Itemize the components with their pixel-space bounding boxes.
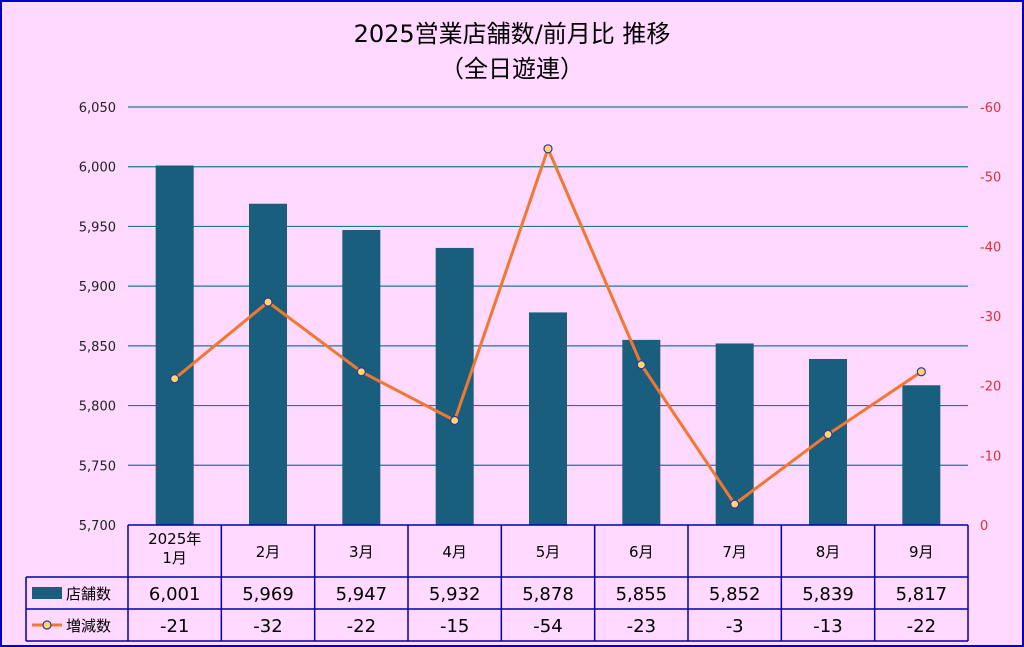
left-tick-label: 6,000 — [79, 161, 116, 176]
right-tick-label: 0 — [980, 519, 988, 534]
legend-bar-label: 店舗数 — [66, 585, 111, 603]
category-label: 6月 — [629, 543, 654, 561]
right-tick-label: -10 — [980, 449, 1001, 464]
bar — [249, 203, 287, 526]
bar — [902, 385, 941, 525]
line-data-label: -22 — [907, 616, 936, 637]
bar — [809, 358, 847, 525]
left-axis: 5,700 5,750 5,800 5,850 5,900 5,950 6,000 6,050 — [79, 101, 116, 534]
line-point — [263, 297, 273, 307]
right-tick-label: -50 — [980, 171, 1001, 186]
left-tick-label: 5,900 — [79, 280, 116, 295]
line-point — [916, 367, 926, 377]
left-tick-label: 5,800 — [79, 400, 116, 415]
category-label: 3月 — [349, 543, 374, 561]
category-label: 2025年 1月 — [148, 530, 201, 567]
line-point — [636, 360, 646, 370]
bar-data-label: 5,817 — [896, 584, 948, 605]
line-point — [450, 415, 460, 426]
left-tick-label: 6,050 — [79, 101, 116, 116]
bar — [529, 312, 567, 525]
left-tick-label: 5,950 — [79, 220, 116, 235]
line-data-label: -15 — [440, 616, 469, 637]
line-series — [170, 144, 926, 509]
bar — [715, 343, 754, 525]
bar-data-label: 5,852 — [709, 584, 761, 605]
bar-data-label: 5,932 — [429, 584, 481, 605]
bar-data-label: 5,878 — [522, 584, 574, 605]
right-tick-label: -20 — [980, 380, 1001, 395]
line-point — [730, 499, 740, 509]
category-label: 8月 — [816, 543, 841, 561]
bar — [155, 165, 194, 525]
bar — [622, 339, 661, 525]
line-point — [170, 374, 180, 384]
line-data-label: -3 — [726, 616, 744, 637]
left-tick-label: 5,850 — [79, 340, 116, 355]
bar-data-label: 6,001 — [149, 584, 201, 605]
line-data-label: -32 — [253, 616, 282, 637]
line-point — [543, 144, 553, 154]
chart-title: 2025営業店舗数/前月比 推移 — [354, 20, 671, 48]
category-label: 2月 — [256, 543, 281, 561]
right-tick-label: -60 — [980, 101, 1001, 116]
legend-line-label: 増減数 — [66, 617, 111, 635]
bar-data-label: 5,839 — [802, 584, 854, 605]
bar — [435, 247, 474, 525]
category-label: 4月 — [442, 543, 467, 561]
right-axis: 0 -10 -20 -30 -40 -50 -60 — [980, 101, 1001, 534]
category-label: 9月 — [909, 543, 934, 561]
bar-data-label: 5,855 — [616, 584, 668, 605]
line-data-label: -54 — [533, 616, 562, 637]
data-table: 2025年 1月 2月 3月 4月 5月 6月 7月 8月 9月 6,001 5,969 5,947 5,… — [25, 524, 969, 642]
line-data-label: -22 — [347, 616, 376, 637]
chart-subtitle: （全日遊連） — [440, 55, 584, 83]
legend-bar-swatch — [32, 587, 62, 599]
category-label: 5月 — [536, 543, 561, 561]
right-tick-label: -30 — [980, 310, 1001, 325]
bar-data-label: 5,969 — [242, 584, 294, 605]
left-tick-label: 5,750 — [79, 459, 116, 474]
line-point — [356, 367, 366, 377]
left-tick-label: 5,700 — [79, 519, 116, 534]
line-data-label: -13 — [813, 616, 842, 637]
line-data-label: -23 — [627, 616, 656, 637]
line-point — [823, 429, 833, 440]
bar-data-label: 5,947 — [336, 584, 388, 605]
category-label: 7月 — [722, 543, 747, 561]
legend-line-marker — [42, 620, 52, 630]
right-tick-label: -40 — [980, 240, 1001, 255]
line-data-label: -21 — [160, 616, 189, 637]
